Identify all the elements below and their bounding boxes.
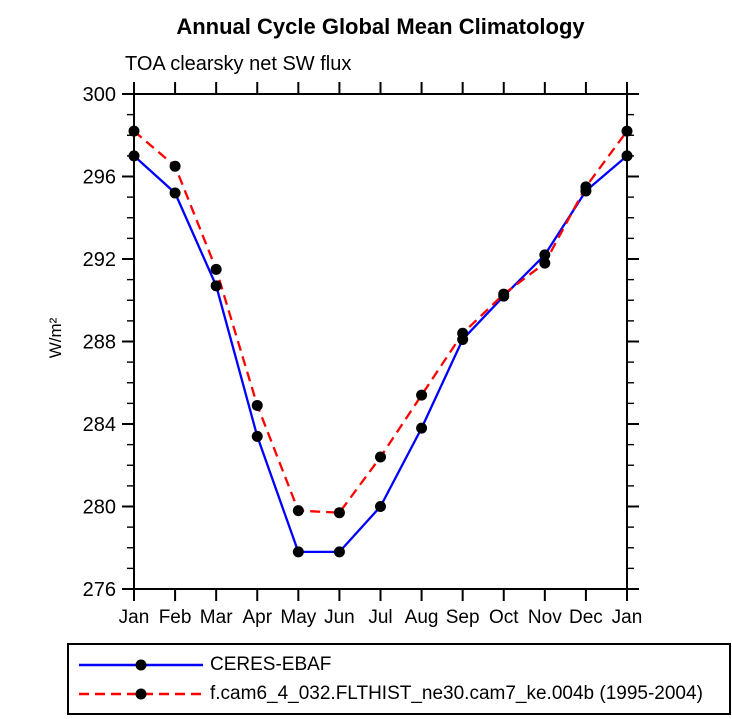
x-tick-label: Mar [200, 607, 233, 628]
legend-line-sample-ceres [79, 659, 203, 670]
x-tick-label: Jan [612, 607, 643, 628]
y-tick-label: 280 [83, 496, 116, 518]
series-0-marker [539, 249, 551, 261]
series-0-marker [210, 280, 222, 292]
chart-subtitle: TOA clearsky net SW flux [125, 53, 352, 75]
series-1-marker [375, 451, 386, 463]
x-tick-label: Aug [405, 607, 439, 628]
x-tick-label: Jun [324, 607, 355, 628]
legend-line-sample-model [79, 688, 203, 699]
series-0-marker [416, 422, 428, 434]
series-0-marker [128, 150, 140, 162]
legend-item-model: f.cam6_4_032.FLTHIST_ne30.cam7_ke.004b (… [77, 679, 729, 708]
x-tick-label: Sep [446, 607, 480, 628]
legend-marker-dot-icon [135, 688, 147, 699]
y-tick-label: 300 [83, 84, 116, 106]
series-1-marker [292, 505, 304, 517]
y-tick-label: 284 [83, 414, 116, 436]
y-tick-label: 288 [83, 331, 116, 353]
x-tick-label: Dec [569, 607, 603, 628]
series-0-marker [251, 430, 263, 442]
series-1-marker [210, 263, 222, 275]
chart-title: Annual Cycle Global Mean Climatology [176, 14, 585, 39]
series-1-marker [457, 327, 469, 339]
series-1-marker [416, 389, 428, 401]
series-line-0 [133, 155, 628, 554]
legend-item-ceres: CERES-EBAF [77, 650, 729, 679]
legend-label-ceres: CERES-EBAF [210, 653, 332, 675]
series-1-marker [251, 399, 263, 411]
series-0-marker [333, 546, 345, 558]
series-1-marker [169, 160, 181, 172]
x-tick-label: May [280, 607, 316, 628]
series-1-marker [621, 125, 633, 137]
series-1-marker [539, 257, 551, 269]
series-1-marker [333, 507, 345, 519]
y-tick-label: 276 [83, 579, 116, 601]
series-1-marker [128, 125, 140, 137]
legend-label-model: f.cam6_4_032.FLTHIST_ne30.cam7_ke.004b (… [210, 682, 703, 704]
y-tick-label: 296 [83, 166, 116, 188]
legend-marker-dot-icon [135, 659, 147, 670]
series-0-marker [621, 150, 633, 162]
x-tick-label: Jul [368, 607, 392, 628]
series-1-marker [498, 288, 510, 300]
x-tick-label: Jan [119, 607, 150, 628]
x-tick-label: Oct [489, 607, 519, 628]
series-1-marker [580, 181, 592, 193]
plot-frame [133, 93, 628, 590]
x-tick-label: Feb [159, 607, 192, 628]
y-tick-label: 292 [83, 249, 116, 271]
series-0-marker [169, 187, 181, 199]
series-0-marker [292, 546, 304, 558]
x-tick-label: Apr [242, 607, 272, 628]
series-0-marker [375, 501, 386, 512]
x-tick-label: Nov [528, 607, 562, 628]
legend: CERES-EBAF f.cam6_4_032.FLTHIST_ne30.cam… [67, 643, 731, 715]
